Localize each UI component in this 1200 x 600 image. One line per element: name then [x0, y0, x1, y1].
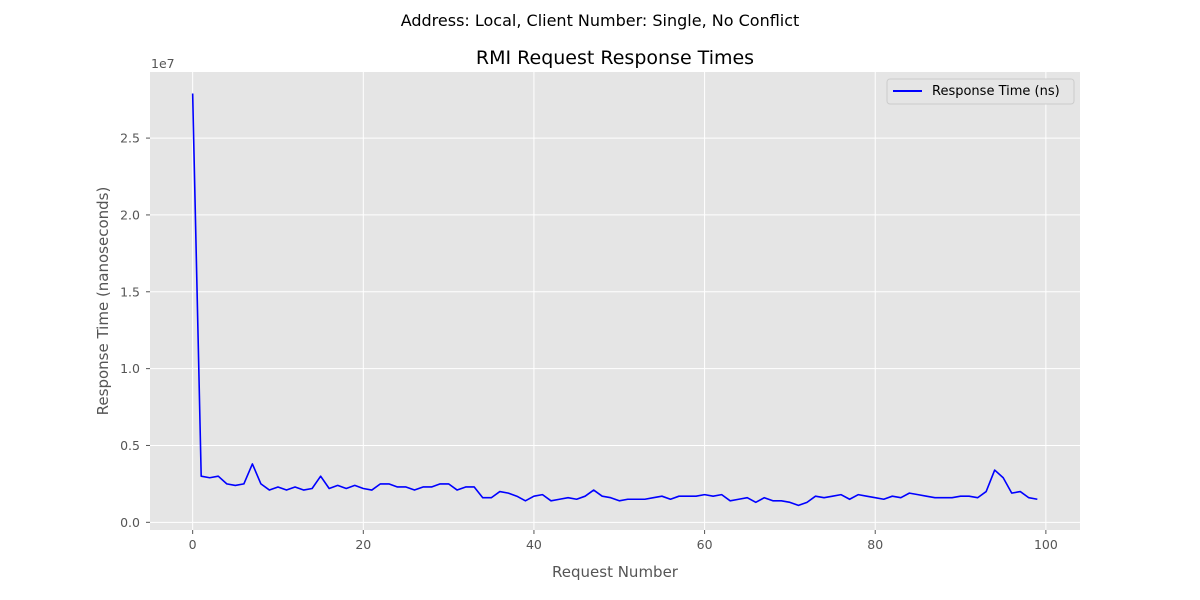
- y-tick-label: 1.0: [120, 361, 140, 376]
- x-tick-label: 60: [697, 537, 713, 552]
- chart-title: RMI Request Response Times: [476, 47, 754, 69]
- x-tick-label: 100: [1034, 537, 1058, 552]
- legend-label: Response Time (ns): [932, 84, 1060, 99]
- y-axis-label: Response Time (nanoseconds): [94, 187, 112, 416]
- x-tick-label: 0: [189, 537, 197, 552]
- y-tick-label: 1.5: [120, 284, 140, 299]
- series-line: [191, 93, 1038, 507]
- legend-box: [886, 78, 1075, 105]
- plot-area: [150, 72, 1080, 530]
- tick-layer: 0 20 40 60 80 100 0.0 0.5 1.0 1.5 2.0 2.5: [120, 131, 1058, 552]
- y-tick-label: 2.0: [120, 207, 140, 222]
- y-offset-label: 1e7: [151, 56, 175, 71]
- x-tick-label: 80: [867, 537, 883, 552]
- x-tick-label: 20: [355, 537, 371, 552]
- x-tick-label: 40: [526, 537, 542, 552]
- x-axis-label: Request Number: [552, 563, 679, 581]
- grid-lines: [150, 72, 1080, 530]
- y-tick-label: 0.5: [120, 438, 140, 453]
- legend: Response Time (ns): [886, 78, 1075, 105]
- y-tick-label: 0.0: [120, 515, 140, 530]
- y-tick-label: 2.5: [120, 131, 140, 146]
- series-layer: [191, 93, 1038, 507]
- chart-suptitle: Address: Local, Client Number: Single, N…: [401, 11, 800, 30]
